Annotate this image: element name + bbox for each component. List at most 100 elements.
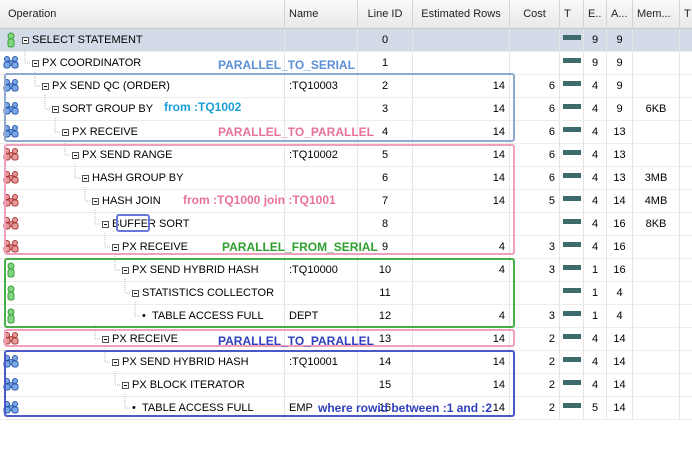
line-id-cell: 10 — [358, 259, 413, 281]
operation-label: HASH GROUP BY — [92, 172, 184, 184]
plan-row[interactable]: PX SEND QC (ORDER):TQ10003 2 14 6 4 9 — [0, 75, 692, 98]
a-cell: 4 — [607, 282, 633, 304]
t2-cell — [680, 259, 692, 281]
plan-row[interactable]: HASH GROUP BY 6 14 6 4 13 3MB — [0, 167, 692, 190]
annotation-box-qc — [4, 73, 515, 142]
mem-cell — [633, 282, 680, 304]
timeline-bar — [563, 103, 581, 109]
timeline-bar — [563, 149, 581, 155]
t2-cell — [680, 397, 692, 419]
plan-row[interactable]: BUFFER SORT 8 4 16 8KB — [0, 213, 692, 236]
mem-cell — [633, 52, 680, 74]
column-header-e[interactable]: E.. — [584, 0, 607, 29]
mem-cell — [633, 374, 680, 396]
operation-cell: • TABLE ACCESS FULL — [0, 397, 285, 419]
annotation-box-hybrid-dept — [4, 258, 515, 328]
operation-label: PX SEND HYBRID HASH — [122, 356, 249, 368]
timeline-cell — [560, 190, 584, 212]
column-header-t[interactable]: T — [560, 0, 584, 29]
timeline-cell — [560, 328, 584, 350]
column-header-estimated-rows[interactable]: Estimated Rows — [413, 0, 510, 29]
line-id-cell: 13 — [358, 328, 413, 350]
name-cell — [285, 52, 358, 74]
estimated-rows-cell: 14 — [413, 374, 510, 396]
plan-row[interactable]: HASH JOIN 7 14 5 4 14 4MB — [0, 190, 692, 213]
a-cell: 16 — [607, 259, 633, 281]
annotation-box-buffer-sort — [116, 214, 150, 232]
collapse-toggle-icon[interactable] — [132, 289, 139, 297]
a-cell: 13 — [607, 144, 633, 166]
collapse-toggle-icon[interactable] — [82, 174, 89, 182]
collapse-toggle-icon[interactable] — [112, 358, 119, 366]
estimated-rows-cell: 14 — [413, 328, 510, 350]
t2-cell — [680, 52, 692, 74]
estimated-rows-cell — [413, 213, 510, 235]
mem-cell — [633, 121, 680, 143]
cost-cell: 6 — [510, 98, 560, 120]
collapse-toggle-icon[interactable] — [102, 335, 109, 343]
mem-cell — [633, 75, 680, 97]
column-header-a[interactable]: A... — [607, 0, 633, 29]
timeline-bar — [563, 34, 581, 40]
timeline-bar — [563, 356, 581, 362]
name-cell — [285, 213, 358, 235]
mem-cell: 6KB — [633, 98, 680, 120]
e-cell: 5 — [584, 397, 607, 419]
green-single-icon — [3, 262, 19, 278]
estimated-rows-cell: 4 — [413, 236, 510, 258]
operation-label: TABLE ACCESS FULL — [152, 310, 264, 322]
collapse-toggle-icon[interactable] — [72, 151, 79, 159]
plan-row[interactable]: SORT GROUP BY 3 14 6 4 9 6KB — [0, 98, 692, 121]
plan-row[interactable]: PX SEND HYBRID HASH:TQ10000 10 4 3 1 16 — [0, 259, 692, 282]
t2-cell — [680, 167, 692, 189]
plan-row[interactable]: SELECT STATEMENT 0 9 9 — [0, 29, 692, 52]
column-header-name[interactable]: Name — [285, 0, 358, 29]
mem-cell — [633, 236, 680, 258]
cost-cell — [510, 282, 560, 304]
timeline-bar — [563, 126, 581, 132]
a-cell: 9 — [607, 52, 633, 74]
operation-cell: HASH JOIN — [0, 190, 285, 212]
column-header-mem[interactable]: Mem... — [633, 0, 680, 29]
collapse-toggle-icon[interactable] — [42, 82, 49, 90]
column-header-t2[interactable]: T — [684, 8, 691, 20]
plan-row[interactable]: PX SEND RANGE:TQ10002 5 14 6 4 13 — [0, 144, 692, 167]
name-cell: :TQ10002 — [285, 144, 358, 166]
timeline-cell — [560, 213, 584, 235]
collapse-toggle-icon[interactable] — [122, 266, 129, 274]
a-cell: 14 — [607, 351, 633, 373]
tree-branch-icon: • — [142, 310, 146, 322]
column-header-operation[interactable]: Operation — [0, 0, 285, 29]
a-cell: 14 — [607, 190, 633, 212]
plan-row[interactable]: STATISTICS COLLECTOR 11 1 4 — [0, 282, 692, 305]
plan-row[interactable]: PX RECEIVE 4 14 6 4 13 — [0, 121, 692, 144]
name-cell — [285, 282, 358, 304]
operation-cell: PX SEND HYBRID HASH — [0, 351, 285, 373]
a-cell: 14 — [607, 328, 633, 350]
estimated-rows-cell: 14 — [413, 144, 510, 166]
t2-cell — [680, 75, 692, 97]
line-id-cell: 3 — [358, 98, 413, 120]
column-header-line-id[interactable]: Line ID — [358, 0, 413, 29]
collapse-toggle-icon[interactable] — [22, 36, 29, 44]
timeline-cell — [560, 374, 584, 396]
mem-cell — [633, 29, 680, 51]
collapse-toggle-icon[interactable] — [32, 59, 39, 67]
collapse-toggle-icon[interactable] — [62, 128, 69, 136]
timeline-cell — [560, 305, 584, 327]
mem-cell — [633, 397, 680, 419]
estimated-rows-cell — [413, 282, 510, 304]
e-cell: 4 — [584, 167, 607, 189]
estimated-rows-cell: 4 — [413, 305, 510, 327]
column-header-cost[interactable]: Cost — [510, 0, 560, 29]
plan-row[interactable]: • TABLE ACCESS FULL EMP 16 14 2 5 14 — [0, 397, 692, 420]
collapse-toggle-icon[interactable] — [52, 105, 59, 113]
collapse-toggle-icon[interactable] — [92, 197, 99, 205]
collapse-toggle-icon[interactable] — [122, 381, 129, 389]
operation-label: PX SEND QC (ORDER) — [52, 80, 170, 92]
collapse-toggle-icon[interactable] — [102, 220, 109, 228]
operation-cell: • TABLE ACCESS FULL — [0, 305, 285, 327]
collapse-toggle-icon[interactable] — [112, 243, 119, 251]
e-cell: 4 — [584, 351, 607, 373]
grid-header: Operation Name Line ID Estimated Rows Co… — [0, 0, 692, 29]
